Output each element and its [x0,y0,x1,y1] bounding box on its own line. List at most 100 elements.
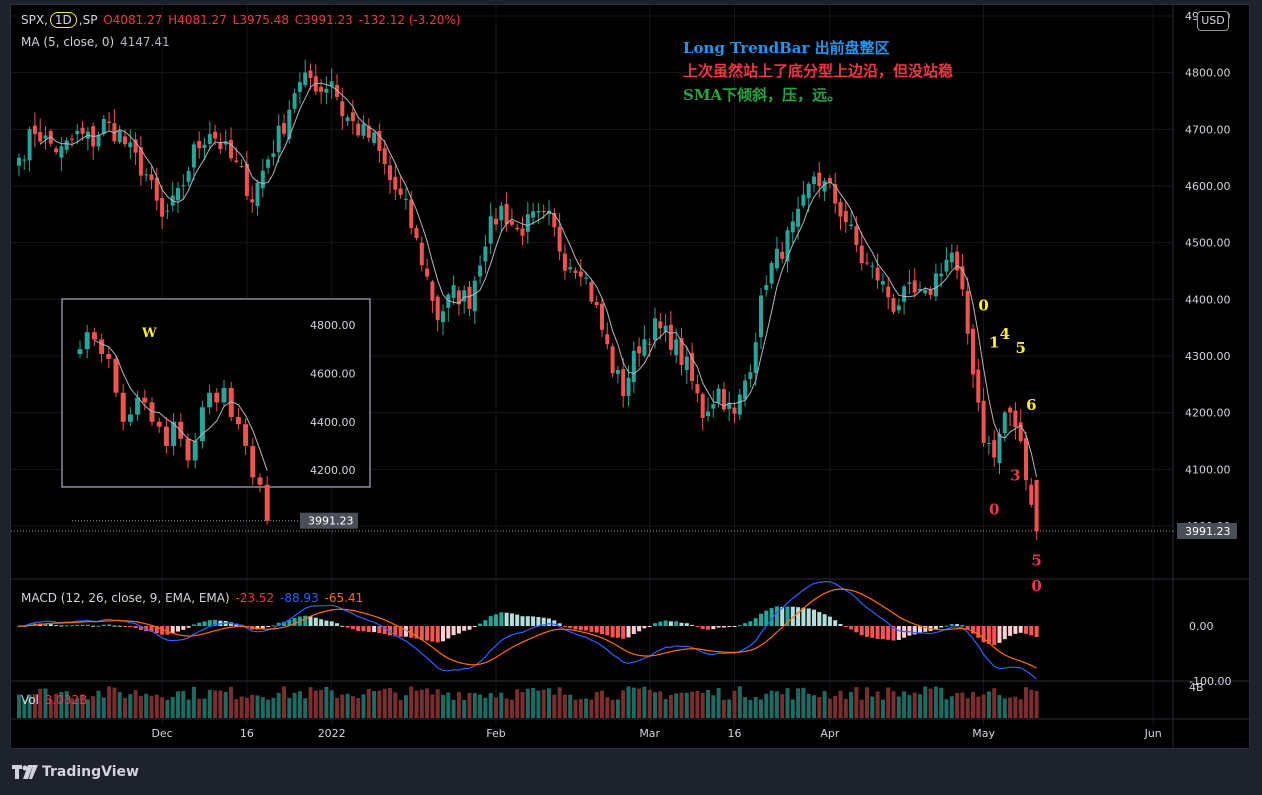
tradingview-footer[interactable]: TradingView [12,762,139,782]
candle-body [637,346,642,354]
macd-histogram-bar [335,623,339,626]
volume-bar [478,694,483,718]
volume-bar [605,697,610,718]
macd-histogram-bar [743,623,748,626]
volume-bar [843,698,848,718]
candle-body [409,199,414,229]
candle-body [138,147,143,176]
macd-histogram-bar [796,607,801,626]
macd-histogram-bar [107,624,112,626]
symbol-label[interactable]: SPX, [21,13,48,27]
candle-body [642,339,647,356]
macd-histogram-bar [117,625,122,627]
volume-bar [589,699,594,718]
inset-candle-body [142,397,148,403]
volume-legend[interactable]: Vol 3.032B [21,693,89,707]
volume-bar [764,693,769,718]
inset-candle-body [91,332,97,340]
candle-body [1018,422,1023,441]
volume-bar [547,688,551,718]
volume-bar [986,691,991,718]
inset-candle-body [127,414,133,422]
volume-tick-label: 4B [1189,681,1204,694]
candle-body [297,82,302,92]
candle-body [398,188,403,195]
interval-label[interactable]: 1D [49,12,77,28]
candle-body [403,198,408,200]
candle-body [615,370,620,374]
volume-bar [451,699,456,718]
macd-histogram-bar [409,626,414,638]
macd-histogram-bar [918,626,922,633]
macd-histogram-bar [981,626,986,643]
volume-bar [54,693,59,718]
volume-bar [827,698,832,718]
candle-body [578,271,583,277]
macd-histogram-bar [801,607,806,626]
macd-histogram-bar [282,621,286,626]
candle-body [488,216,493,244]
candle-body [653,318,657,341]
candle-body [886,286,891,298]
candle-body [472,280,477,312]
volume-bar [690,691,695,718]
volume-bar [85,699,90,718]
macd-histogram-bar [626,626,631,638]
volume-bar [573,699,578,718]
ma-legend[interactable]: MA (5, close, 0) 4147.41 [21,35,172,49]
note-line-2: 上次虽然站上了底分型上边沿，但没站稳 [683,62,954,80]
currency-button[interactable]: USD [1197,11,1229,31]
candle-body [165,210,170,212]
macd-histogram-bar [425,626,430,641]
macd-histogram-bar [854,626,859,633]
macd-histogram-bar [748,621,753,626]
candle-body [706,411,710,417]
volume-bar [260,697,265,718]
macd-histogram-bar [441,626,445,642]
volume-bar [393,692,398,718]
volume-pane [17,686,1039,718]
candle-body [960,266,965,290]
macd-histogram-bar [202,621,207,626]
macd-histogram-bar [1013,626,1018,634]
time-tick-label: Dec [151,727,172,740]
macd-histogram-bar [160,626,165,635]
ma-label: MA (5, close, 0) [21,35,115,49]
candles [17,59,1039,540]
volume-bar [525,688,530,718]
candle-body [308,70,313,78]
volume-bar [658,691,663,718]
inset-candle-body [199,407,205,442]
candle-body [610,346,615,374]
volume-bar [578,698,583,718]
candle-body [393,176,398,190]
volume-bar [144,693,149,718]
inset-candle-body [99,339,105,355]
candle-body [483,246,488,262]
macd-legend[interactable]: MACD (12, 26, close, 9, EMA, EMA) -23.52… [21,591,365,605]
candle-body [361,123,366,136]
volume-bar [944,699,949,718]
macd-histogram-bar [552,620,557,626]
macd-histogram-bar [515,614,520,626]
macd-histogram-bar [912,626,917,635]
volume-bar [976,696,981,718]
candle-body [1034,479,1039,532]
macd-histogram-bar [886,626,891,640]
macd-histogram-bar [785,606,790,626]
volume-bar [27,694,32,718]
inset-last-price-tag [300,512,358,529]
candle-body [430,281,435,301]
candle-body [711,404,716,409]
macd-histogram-bar [976,626,981,638]
candle-body [494,218,498,225]
macd-histogram-bar [488,616,493,626]
candle-body [435,296,440,321]
inset-candle-body [192,441,198,461]
volume-bar [22,699,27,718]
volume-bar [462,699,467,718]
macd-histogram-bar [986,626,991,645]
candle-body [1024,438,1028,481]
